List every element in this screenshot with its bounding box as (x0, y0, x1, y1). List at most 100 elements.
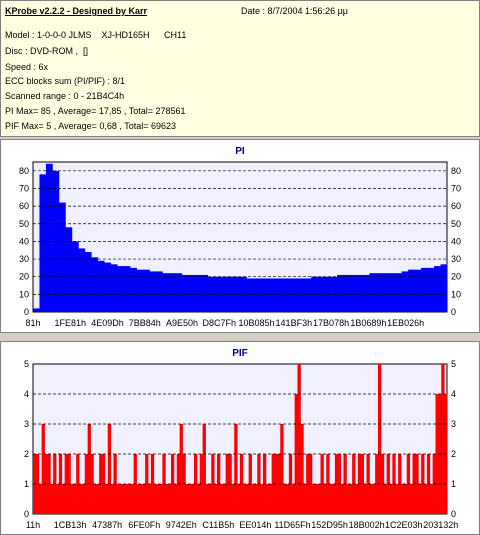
pif-bar (401, 484, 405, 514)
pi-bar (97, 260, 105, 312)
pi-bar (201, 274, 209, 312)
pif-bar (139, 484, 143, 514)
pif-bar (70, 484, 74, 514)
pif-bar (254, 484, 258, 514)
pif-x-tick-label: 203132h (423, 520, 458, 530)
pif-bar (225, 454, 229, 514)
pif-bar (214, 484, 218, 514)
pif-y-tick-label: 4 (24, 389, 29, 399)
pif-x-tick-label: 11D65Fh (274, 520, 310, 530)
pif-x-tick-label: 1CB13h (54, 520, 87, 530)
pif-bar (383, 484, 388, 514)
pi-bar (304, 278, 312, 312)
pi-bar (375, 273, 383, 312)
pi-bar (123, 266, 131, 312)
pif-bar (148, 484, 152, 514)
pi-bar (214, 276, 221, 312)
pi-bar (188, 274, 196, 312)
pif-bar (205, 484, 209, 514)
pif-x-tick-label: 18B002h (349, 520, 385, 530)
pif-bar (50, 484, 54, 514)
pi-bar (427, 267, 435, 312)
speed-line: Speed : 6x (5, 62, 49, 72)
pi-chart-panel: PI 0 0 10 10 20 20 30 30 40 40 50 50 60 60 70 70 80 80 81h 1… (0, 139, 480, 333)
pif-x-tick-label: EE014h (239, 520, 271, 530)
pif-bar (340, 484, 344, 514)
pif-bar (415, 454, 419, 514)
pi-bar (130, 267, 137, 312)
pif-y-tick-label-right: 3 (451, 419, 456, 429)
pif-bar (242, 484, 247, 514)
pi-bar (175, 273, 183, 312)
pi-bar (259, 278, 267, 312)
pi-bar (91, 257, 99, 312)
pif-bar (41, 424, 45, 514)
pif-bar (303, 484, 307, 514)
pif-bar (136, 484, 140, 514)
pif-bar (173, 484, 178, 514)
pi-y-tick-label: 70 (19, 183, 29, 193)
pi-bar (155, 271, 163, 312)
pi-bar (337, 274, 344, 312)
pi-y-tick-label: 10 (19, 289, 29, 299)
pi-bar (45, 163, 53, 312)
pif-bar (211, 454, 215, 514)
pi-x-tick-label: 7BB84h (129, 318, 161, 328)
pif-bar (96, 484, 100, 514)
pif-bar (87, 424, 91, 514)
pi-bar (291, 278, 299, 312)
pif-bar (119, 484, 123, 514)
pif-bar (268, 484, 273, 514)
pi-chart-title: PI (235, 146, 245, 157)
pif-y-tick-label: 0 (24, 509, 29, 519)
pi-x-tick-label: 17B078h (313, 318, 349, 328)
pi-bar (207, 276, 215, 312)
pif-bar (196, 484, 201, 514)
pif-bar (64, 454, 68, 514)
pif-bar (332, 484, 336, 514)
pif-bar (380, 454, 385, 514)
pi-bar (324, 276, 331, 312)
pif-bar (320, 454, 324, 514)
pif-bar (395, 484, 399, 514)
pi-y-tick-label: 40 (19, 236, 29, 246)
pif-bar (127, 484, 132, 514)
pif-bar (81, 484, 86, 514)
pif-y-tick-label-right: 1 (451, 479, 456, 489)
pif-x-tick-label: 11h (26, 520, 40, 530)
pi-bar (142, 269, 150, 312)
pif-bar (421, 454, 425, 514)
pif-bar (188, 484, 192, 514)
pif-bar (191, 484, 195, 514)
pi-bar (369, 273, 377, 312)
pi-bar (278, 278, 286, 312)
pi-bar (246, 278, 254, 312)
pif-bar (311, 484, 316, 514)
pif-bar (104, 484, 109, 514)
pif-bar (38, 484, 43, 514)
pif-bar (208, 484, 212, 514)
pif-bar (363, 484, 367, 514)
pif-bar (286, 484, 290, 514)
pif-bar (199, 454, 204, 514)
pif-x-tick-label: C11B5h (202, 520, 234, 530)
pi-y-tick-label: 30 (19, 254, 29, 264)
pif-bar (159, 484, 163, 514)
pif-bar (317, 484, 321, 514)
pif-y-tick-label: 2 (24, 449, 29, 459)
pi-bar (149, 271, 157, 312)
pi-bar (395, 273, 403, 312)
pi-x-tick-label: 141BF3h (276, 318, 313, 328)
pif-bar (429, 484, 434, 514)
pi-bar (298, 278, 306, 312)
pif-bar (378, 364, 382, 514)
pif-bar (165, 484, 169, 514)
pif-bar (237, 484, 241, 514)
pi-bar (388, 273, 396, 312)
ecc-line: ECC blocks sum (PI/PIF) : 8/1 (5, 76, 126, 86)
pi-x-tick-label: 4E09Dh (91, 318, 124, 328)
pif-bar (107, 424, 112, 514)
pif-bar (153, 484, 158, 514)
pi-y-tick-label: 80 (19, 166, 29, 176)
pi-y-tick-label: 50 (19, 219, 29, 229)
